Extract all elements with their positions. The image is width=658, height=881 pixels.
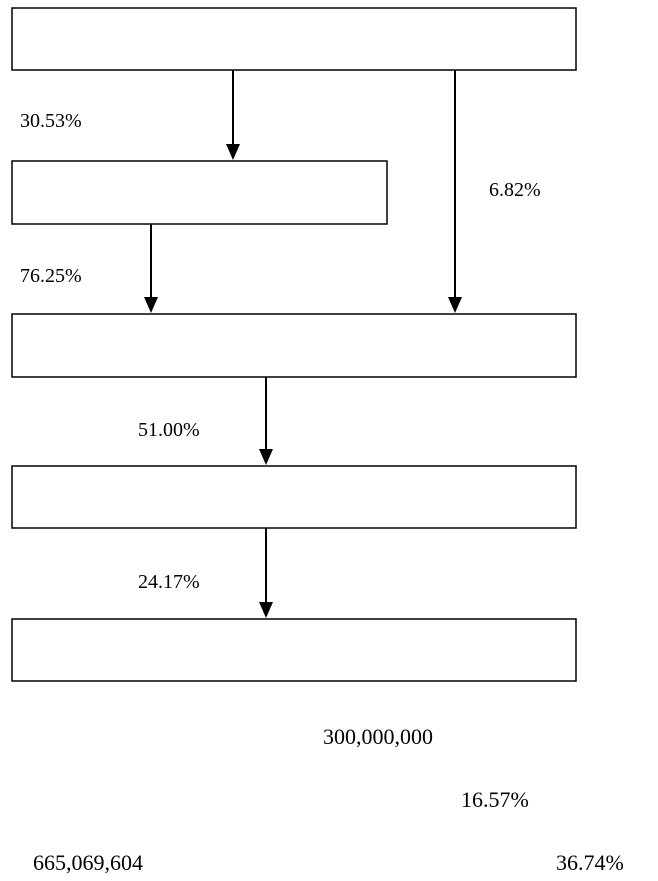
arrow-head bbox=[144, 297, 158, 313]
edge-label-box3-box4: 51.00% bbox=[138, 419, 200, 441]
amount-top-text: 300,000,000 bbox=[323, 724, 433, 749]
entity-box-1 bbox=[11, 7, 577, 71]
arrow-box4-to-box5 bbox=[259, 528, 273, 618]
arrow-box2-to-box3 bbox=[144, 224, 158, 313]
entity-box-3 bbox=[11, 313, 577, 378]
edge-label-box1-box2: 30.53% bbox=[20, 110, 82, 132]
edge-label-box1-box3: 6.82% bbox=[489, 179, 541, 201]
arrow-head bbox=[259, 602, 273, 618]
arrow-head bbox=[448, 297, 462, 313]
arrow-head bbox=[259, 449, 273, 465]
edge-label-box4-box5: 24.17% bbox=[138, 571, 200, 593]
entity-box-4 bbox=[11, 465, 577, 529]
arrow-box1-to-box3 bbox=[448, 70, 462, 313]
amount-bottom-text: 665,069,604 bbox=[33, 850, 143, 875]
percent-bottom-text: 36.74% bbox=[556, 850, 624, 875]
arrow-box3-to-box4 bbox=[259, 377, 273, 465]
entity-box-2 bbox=[11, 160, 388, 225]
arrow-box1-to-box2 bbox=[226, 70, 240, 160]
arrow-head bbox=[226, 144, 240, 160]
entity-box-5 bbox=[11, 618, 577, 682]
edge-label-box2-box3: 76.25% bbox=[20, 265, 82, 287]
percent-middle-text: 16.57% bbox=[461, 787, 529, 812]
